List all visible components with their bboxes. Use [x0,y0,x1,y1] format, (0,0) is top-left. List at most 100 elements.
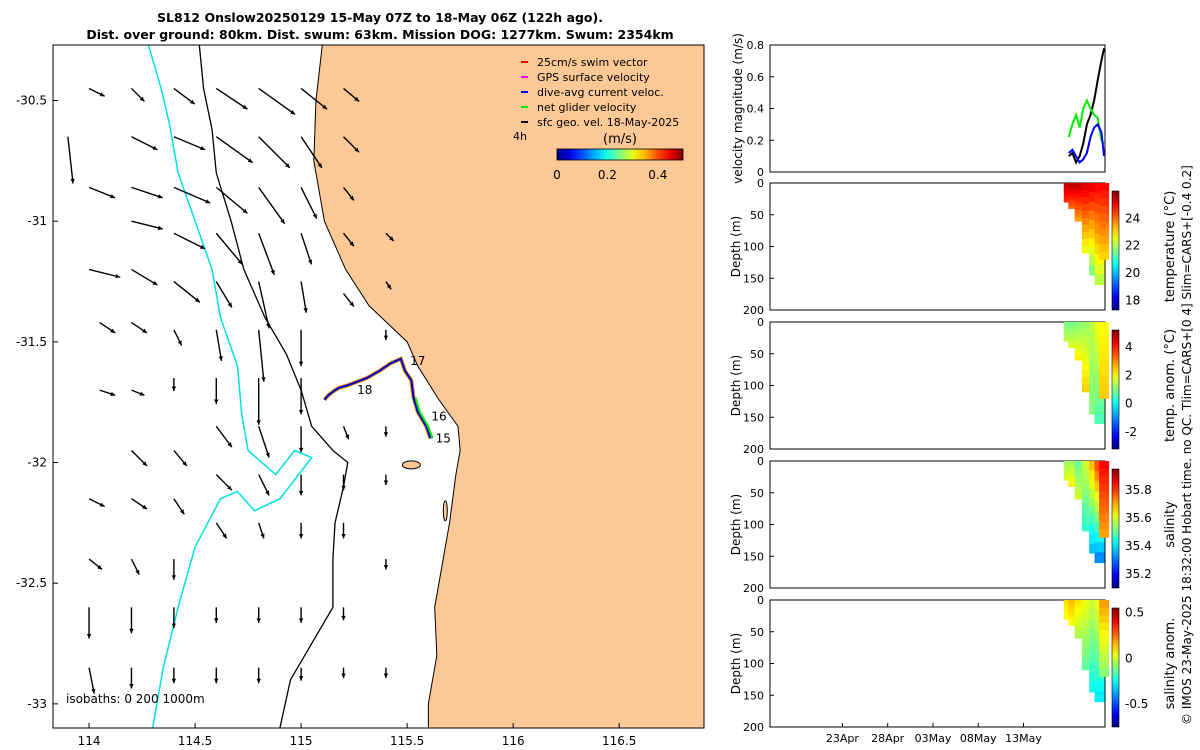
salinity-anomaly-section-colorbar-label: salinity anom. [1163,618,1178,710]
profile-segment [1081,370,1092,379]
colorbar-tick-label: 2 [1125,368,1133,382]
profile-segment [1089,479,1100,490]
map-ytick-label: -32.5 [16,576,47,590]
current-arrowhead [242,208,248,214]
profile-segment [1099,198,1110,207]
profile-segment [1099,668,1110,677]
current-arrowhead [171,678,177,684]
profile-segment [1081,600,1092,608]
current-vector [258,186,286,225]
profile-segment [1099,213,1110,222]
profile-segment [1081,245,1092,254]
profile-segment [1068,193,1079,197]
profile-segment [1081,509,1092,518]
profile-segment [1068,332,1079,336]
current-vector [131,136,158,151]
current-arrowhead [383,564,389,570]
current-arrowhead [298,490,304,496]
current-arrowhead [70,178,75,184]
profile-segment [1094,413,1105,425]
profile-segment [1094,691,1105,703]
profile-segment [1089,368,1100,378]
profile-segment [1089,461,1100,471]
current-arrowhead [383,673,389,679]
current-arrowhead [142,461,148,467]
current-arrowhead [110,194,116,199]
profile-segment [1099,660,1110,670]
profile-segment [1068,620,1079,624]
current-arrowhead [115,274,121,279]
depth-ytick-label: 100 [743,380,764,393]
profile-segment [1068,476,1079,480]
depth-ytick-label: 100 [743,658,764,671]
profile-segment [1068,190,1079,194]
current-vector [131,220,163,230]
current-arrowhead [142,504,148,510]
colorbar-tick-label: 35.8 [1125,483,1152,497]
profile-segment [1081,502,1092,511]
profile-segment [1074,480,1085,485]
current-arrowhead [317,162,322,168]
depth-ytick-label: 150 [743,272,764,285]
depth-ylabel: Depth (m) [729,216,743,277]
profile-segment [1068,607,1079,611]
profile-segment [1068,473,1079,477]
current-arrowhead [383,480,389,485]
map-xtick-label: 114.5 [178,734,212,748]
profile-segment [1089,543,1100,554]
profile-segment [1089,673,1100,684]
current-arrowhead [298,447,304,453]
current-vector [173,136,206,151]
profile-segment [1074,622,1085,628]
profile-segment [1099,251,1110,260]
current-arrowhead [354,96,360,102]
track-day-label: 16 [431,410,446,424]
current-vector [215,281,233,308]
profile-segment [1074,341,1085,346]
current-arrowhead [242,104,248,110]
track-day-label: 18 [357,383,372,397]
profile-segment [1074,344,1085,350]
time-xtick-label: 28Apr [871,732,905,745]
legend-label: 25cm/s swim vector [537,56,648,69]
temperature-section-colorbar [1111,190,1120,311]
salinity-anomaly-section-frame [769,599,1106,728]
profile-segment [1089,238,1100,248]
profile-segment [1099,521,1110,531]
profile-segment [1074,322,1085,327]
profile-segment [1089,395,1100,406]
current-arrowhead [227,442,232,448]
current-arrowhead [303,307,308,313]
current-arrowhead [227,485,232,491]
profile-segment [1068,198,1079,202]
track-green-segment [414,397,434,439]
current-vector [300,187,318,219]
profile-segment [1099,483,1110,492]
profile-segment [1081,613,1092,622]
profile-segment [1074,464,1085,470]
profile-segment [1081,231,1092,240]
temp-anomaly-section-colorbar [1111,329,1120,450]
profile-segment [1068,466,1079,470]
current-arrowhead [194,297,200,303]
velocity-ylabel: velocity magnitude (m/s) [731,33,745,184]
current-arrowhead [129,628,134,634]
profile-segment [1081,467,1092,476]
profile-segment [1081,217,1092,226]
profile-segment [1074,352,1085,357]
profile-segment [1089,377,1100,387]
profile-segment [1094,681,1105,692]
depth-ytick-label: 200 [743,304,764,317]
velocity-ytick-label: 0.8 [747,39,765,52]
isobath-200 [198,45,349,728]
depth-ytick-label: 0 [757,316,764,329]
isobath-label: isobaths: 0 200 1000m [66,692,205,706]
profile-segment [1074,183,1085,188]
profile-segment [1074,495,1085,500]
profile-segment [1074,325,1085,331]
depth-ylabel: Depth (m) [729,355,743,416]
profile-segment [1074,213,1085,218]
profile-segment [1099,382,1110,392]
profile-segment [1089,470,1100,480]
profile-segment [1089,201,1100,212]
